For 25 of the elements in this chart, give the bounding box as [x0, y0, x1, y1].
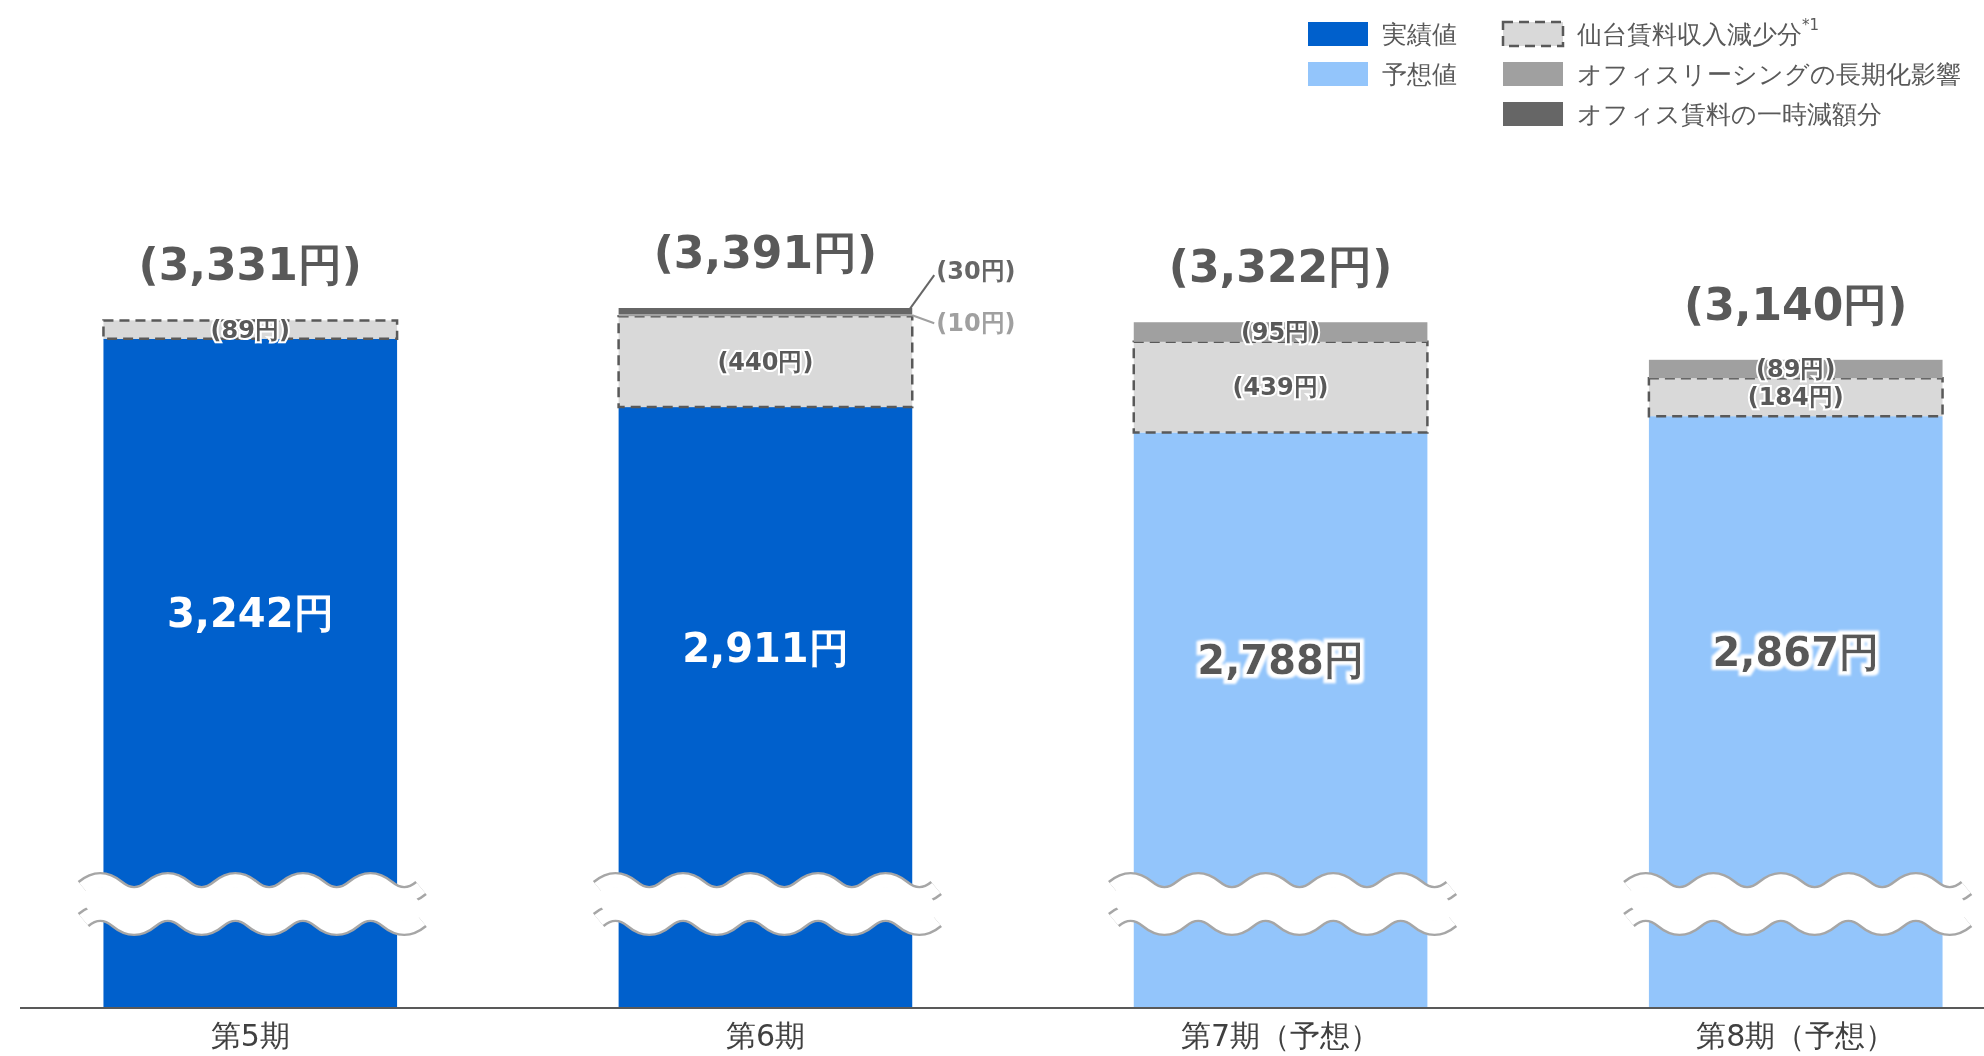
data-label: 3,242円	[167, 590, 334, 637]
data-label: (439円)	[1232, 373, 1329, 402]
data-label: (440円)	[717, 347, 814, 376]
total-label: (3,140円)	[1684, 278, 1908, 330]
x-tick-label: 第8期（予想）	[1696, 1018, 1896, 1053]
data-label: 2,788円	[1197, 637, 1364, 684]
data-label: (10円)	[936, 309, 1016, 338]
total-label: (3,322円)	[1168, 241, 1393, 293]
legend-label: 実績値	[1382, 19, 1457, 49]
data-label: (89円)	[1756, 355, 1836, 383]
x-tick-label: 第7期（予想）	[1181, 1018, 1381, 1053]
total-label: (3,331円)	[138, 239, 362, 291]
bar	[617, 315, 914, 409]
data-label: 2,911円	[682, 624, 849, 671]
legend-label: 仙台賃料収入減少分$^{*1}$	[1577, 16, 1820, 49]
data-label: 2,867円	[1712, 629, 1879, 676]
x-tick-label: 第6期	[725, 1018, 805, 1053]
total-label: (3,391円)	[653, 227, 878, 278]
legend-label: オフィス賃料の一時減額分	[1577, 99, 1882, 129]
legend-label: オフィスリーシングの長期化影響	[1577, 59, 1961, 89]
x-tick-label: 第5期	[210, 1018, 290, 1053]
data-label: (30円)	[936, 257, 1016, 286]
data-label: (95円)	[1240, 318, 1321, 347]
legend-label: 予想値	[1382, 59, 1457, 89]
data-label: (184円)	[1747, 383, 1844, 412]
